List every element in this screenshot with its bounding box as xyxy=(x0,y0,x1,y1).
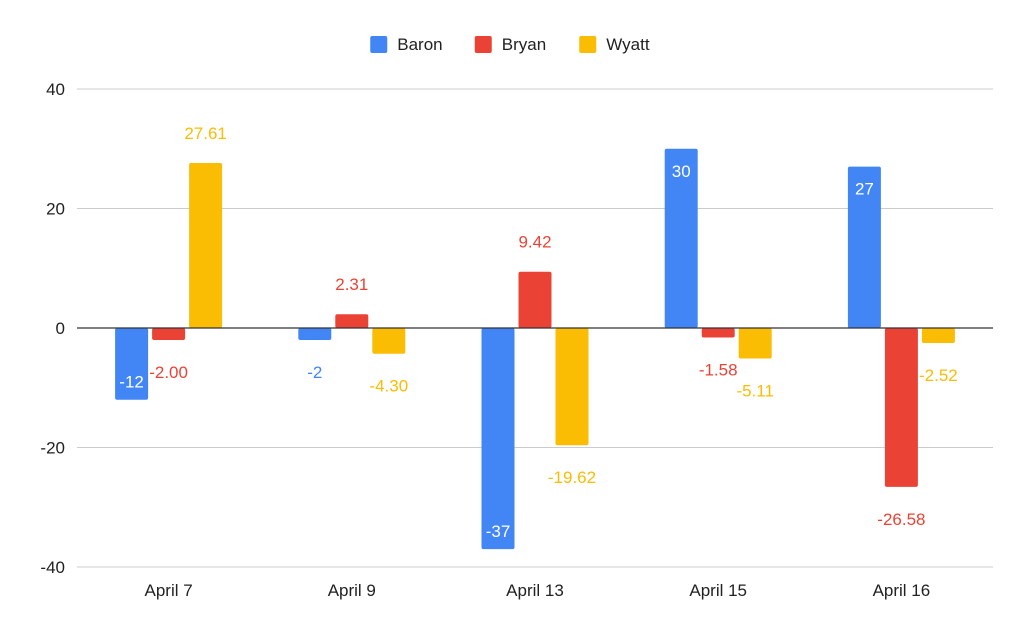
data-label-bryan: 2.31 xyxy=(335,275,368,294)
bar-bryan xyxy=(152,328,186,340)
data-label-baron: 30 xyxy=(672,162,691,181)
y-tick-label: -20 xyxy=(40,439,65,458)
legend-label: Bryan xyxy=(502,35,546,54)
data-label-bryan: -1.58 xyxy=(699,360,738,379)
bar-baron xyxy=(664,148,698,328)
data-label-baron: -12 xyxy=(119,373,144,392)
x-tick-label: April 9 xyxy=(328,581,376,600)
y-axis-ticks: -40 -20 0 20 40 xyxy=(40,80,65,577)
bar-bryan xyxy=(335,314,369,328)
data-label-wyatt: -19.62 xyxy=(548,468,596,487)
gridlines xyxy=(77,88,993,568)
bar-baron xyxy=(298,328,332,340)
legend-item-wyatt[interactable]: Wyatt xyxy=(579,35,650,54)
y-tick-label: 40 xyxy=(46,80,65,99)
data-label-wyatt: -4.30 xyxy=(369,377,408,396)
y-tick-label: -40 xyxy=(40,558,65,577)
legend-label: Wyatt xyxy=(606,35,650,54)
bar-wyatt xyxy=(555,328,589,446)
data-label-bryan: 9.42 xyxy=(518,233,551,252)
data-label-baron: -37 xyxy=(486,522,511,541)
legend-swatch xyxy=(474,36,492,53)
legend: Baron Bryan Wyatt xyxy=(370,35,650,54)
y-tick-label: 20 xyxy=(46,200,65,219)
bar-wyatt xyxy=(189,163,223,328)
x-tick-label: April 13 xyxy=(506,581,564,600)
data-label-baron: 27 xyxy=(855,180,874,199)
legend-item-bryan[interactable]: Bryan xyxy=(474,35,546,54)
legend-item-baron[interactable]: Baron xyxy=(370,35,443,54)
bars xyxy=(115,148,955,550)
data-labels: -12 -2.00 27.61 -2 2.31 -4.30 -37 9.42 -19.62 30 -… xyxy=(119,124,957,541)
bar-baron xyxy=(847,166,881,328)
bar-bryan xyxy=(701,328,735,338)
data-label-bryan: -2.00 xyxy=(149,363,188,382)
bar-wyatt xyxy=(372,328,406,354)
legend-label: Baron xyxy=(397,35,442,54)
bar-bryan xyxy=(518,271,552,328)
data-label-wyatt: -5.11 xyxy=(736,382,774,401)
x-tick-label: April 15 xyxy=(689,581,747,600)
data-label-wyatt: -2.52 xyxy=(919,366,958,385)
x-tick-label: April 16 xyxy=(873,581,931,600)
data-label-baron: -2 xyxy=(307,363,322,382)
bar-bryan xyxy=(884,328,918,487)
x-tick-label: April 7 xyxy=(145,581,193,600)
bar-wyatt xyxy=(738,328,772,359)
legend-swatch xyxy=(579,36,597,53)
bar-baron xyxy=(115,328,149,400)
y-tick-label: 0 xyxy=(56,319,65,338)
data-label-bryan: -26.58 xyxy=(877,510,925,529)
bar-wyatt xyxy=(921,328,955,344)
x-axis-ticks: April 7 April 9 April 13 April 15 April 16 xyxy=(145,581,931,600)
bar-baron xyxy=(481,328,515,550)
data-label-wyatt: 27.61 xyxy=(184,124,227,143)
legend-swatch xyxy=(370,36,388,53)
